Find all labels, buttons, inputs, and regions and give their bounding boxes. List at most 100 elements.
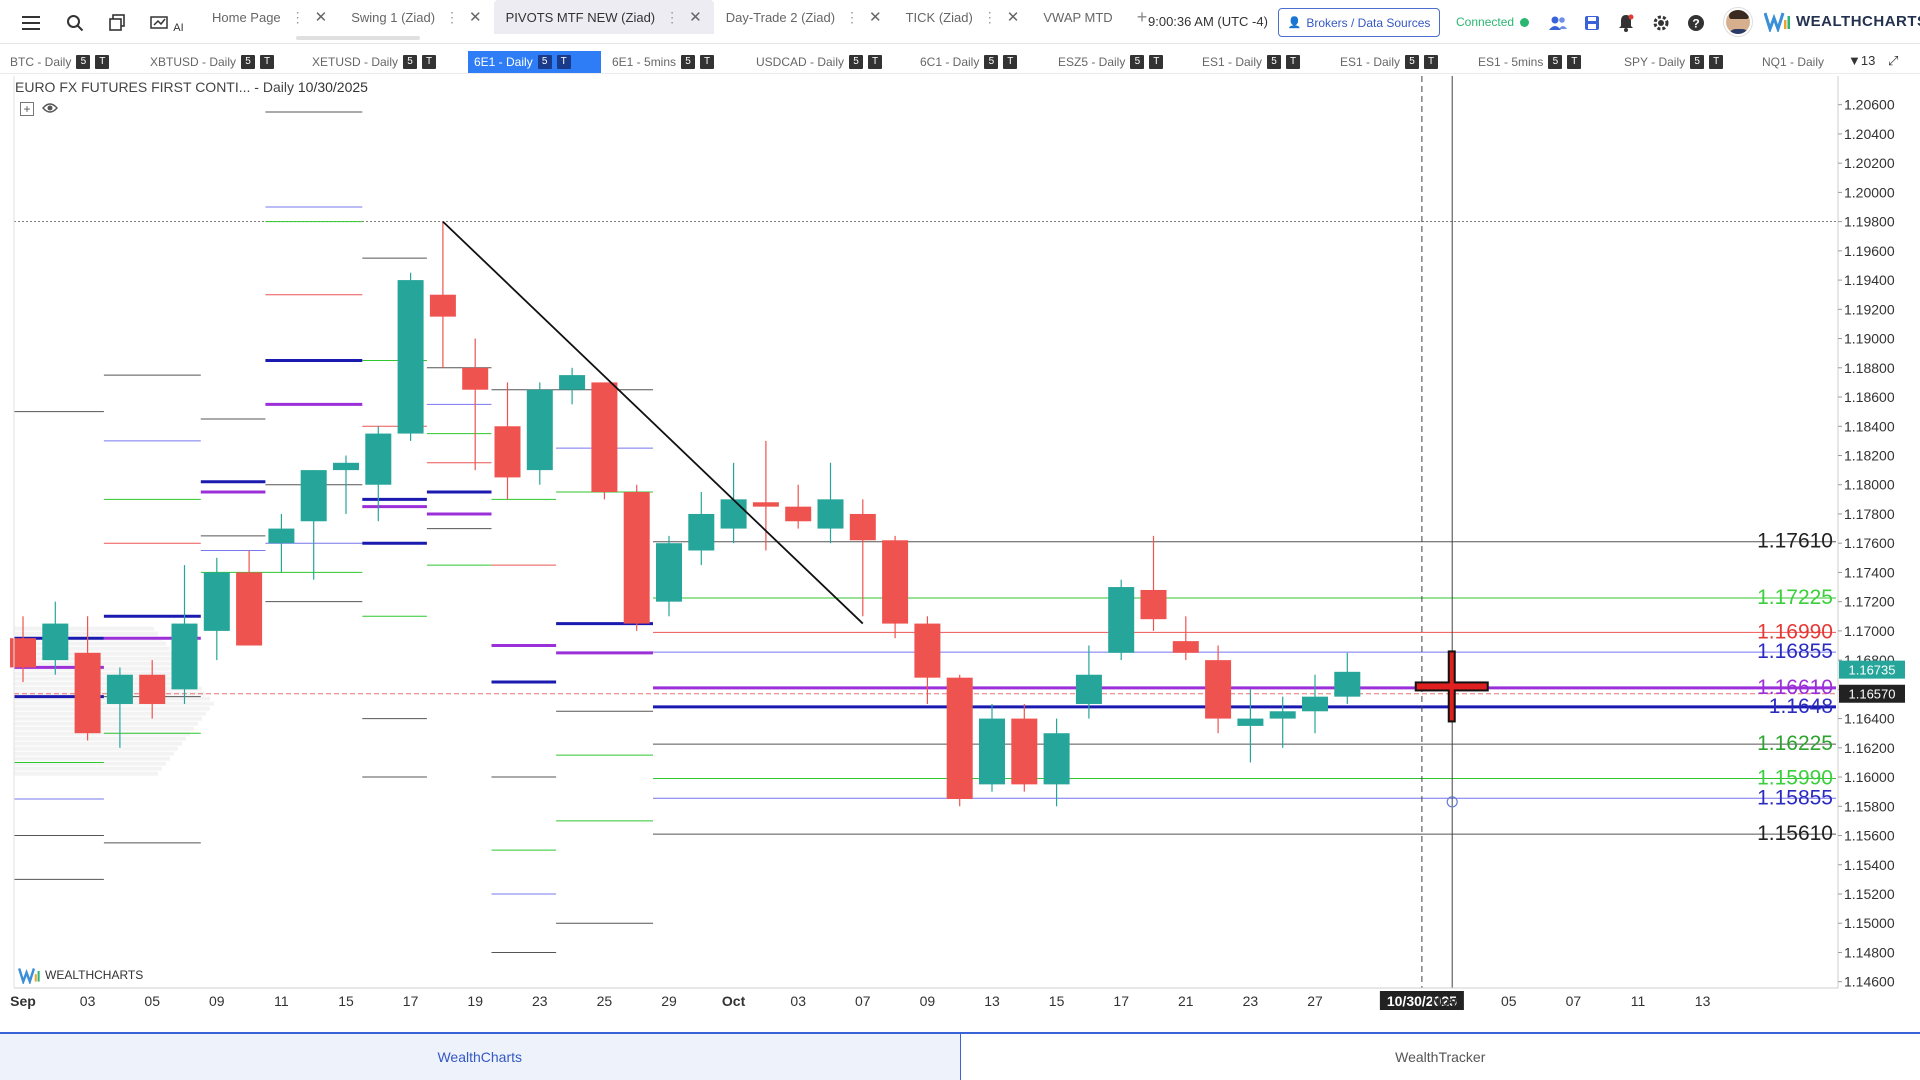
tab-wealthtracker[interactable]: WealthTracker xyxy=(960,1034,1920,1080)
volume-profile-bar xyxy=(14,716,202,721)
symbol-badge: 5 xyxy=(1405,55,1420,69)
candle-body xyxy=(559,375,586,390)
price-tick-label: 1.19400 xyxy=(1844,272,1895,288)
close-icon[interactable]: ✕ xyxy=(469,9,482,26)
layouts-icon[interactable] xyxy=(104,10,130,36)
symbol-tab-es1-daily-2[interactable]: ES1 - Daily 5 T xyxy=(1340,51,1439,73)
close-icon[interactable]: ✕ xyxy=(1006,9,1020,26)
tab-menu-icon[interactable]: ⋮ xyxy=(290,8,305,25)
close-icon[interactable]: ✕ xyxy=(869,9,882,26)
ai-label: AI xyxy=(173,22,184,34)
price-tick-label: 1.18600 xyxy=(1844,389,1895,405)
tab-menu-icon[interactable]: ⋮ xyxy=(665,8,680,25)
tab-tick[interactable]: TICK (Ziad) ⋮ ✕ xyxy=(894,0,1032,34)
search-icon[interactable] xyxy=(62,10,88,36)
symbol-tab-btc-daily[interactable]: BTC - Daily 5 T xyxy=(10,51,110,73)
symbol-tab-es1-daily[interactable]: ES1 - Daily 5 T xyxy=(1202,51,1301,73)
volume-profile-bar xyxy=(14,711,206,716)
price-tick-label: 1.17200 xyxy=(1844,594,1895,610)
symbol-badge: T xyxy=(1286,55,1301,69)
date-tick-label: 15 xyxy=(338,993,354,1009)
candle-body xyxy=(1237,718,1264,726)
tab-home-page[interactable]: Home Page ⋮ ✕ xyxy=(200,0,339,34)
candle-body xyxy=(526,389,553,471)
chart-title: EURO FX FUTURES FIRST CONTI... - Daily 1… xyxy=(15,79,368,95)
tab-day-trade-2[interactable]: Day-Trade 2 (Ziad) ⋮ ✕ xyxy=(714,0,894,34)
price-tick-label: 1.20400 xyxy=(1844,126,1895,142)
symbol-tab-es1-5mins[interactable]: ES1 - 5mins 5 T xyxy=(1478,51,1582,73)
notifications-icon[interactable] xyxy=(1614,11,1638,35)
symbol-tab-xbtusd-daily[interactable]: XBTUSD - Daily 5 T xyxy=(150,51,275,73)
date-tick-label: 27 xyxy=(1307,993,1323,1009)
chart-controls: + xyxy=(20,102,58,117)
chart-area[interactable]: 1.17610 1.17225 1.16990 1.16855 1.16610 1.164… xyxy=(0,76,1920,1010)
date-tick-label: 03 xyxy=(80,993,96,1009)
save-icon[interactable] xyxy=(1580,11,1604,35)
tab-menu-icon[interactable]: ⋮ xyxy=(445,8,460,25)
help-icon[interactable]: ? xyxy=(1684,11,1708,35)
user-avatar[interactable] xyxy=(1724,8,1752,36)
ai-assistant-icon[interactable]: AI xyxy=(150,10,184,36)
wealthcharts-logo: WEALTHCHARTS xyxy=(1764,10,1920,32)
svg-text:?: ? xyxy=(1692,17,1699,31)
users-icon[interactable] xyxy=(1546,11,1570,35)
menu-icon[interactable] xyxy=(18,10,44,36)
connected-label: Connected xyxy=(1456,15,1515,29)
price-tick-label: 1.15200 xyxy=(1844,886,1895,902)
candle-body xyxy=(979,718,1005,785)
candlestick-chart[interactable]: 1.176101.172251.169901.168551.166101.164… xyxy=(0,76,1920,1026)
symbol-badge: T xyxy=(1424,55,1439,69)
date-tick-label: 05 xyxy=(144,993,160,1009)
symbol-tab-xetusd-daily[interactable]: XETUSD - Daily 5 T xyxy=(312,51,437,73)
brokers-data-sources-button[interactable]: 👤 Brokers / Data Sources xyxy=(1278,8,1440,37)
symbol-tab-nq1-daily[interactable]: NQ1 - Daily xyxy=(1762,51,1824,73)
pivot-value-label: 1.16990 xyxy=(1757,620,1833,643)
tab-swing-1[interactable]: Swing 1 (Ziad) ⋮ ✕ xyxy=(339,0,493,34)
tab-menu-icon[interactable]: ⋮ xyxy=(982,8,997,25)
date-tick-label: 07 xyxy=(855,993,871,1009)
pivot-value-label: 1.15855 xyxy=(1757,786,1833,809)
symbol-label: 6E1 - 5mins xyxy=(612,55,677,69)
symbol-tab-usdcad-daily[interactable]: USDCAD - Daily 5 T xyxy=(756,51,883,73)
tab-menu-icon[interactable]: ⋮ xyxy=(845,8,860,25)
symbol-tab-6e1-daily[interactable]: 6E1 - Daily 5 T xyxy=(468,51,601,73)
candle-body xyxy=(365,433,392,485)
volume-profile-bar xyxy=(14,681,198,686)
tab-wealthcharts[interactable]: WealthCharts xyxy=(0,1034,961,1080)
pivot-value-label: 1.16225 xyxy=(1757,732,1833,755)
volume-profile-bar xyxy=(14,706,210,711)
add-tab-icon[interactable]: + xyxy=(1136,6,1148,27)
volume-profile-bar xyxy=(14,731,190,736)
watermark-label: WEALTHCHARTS xyxy=(45,968,144,982)
symbol-tab-esz5-daily[interactable]: ESZ5 - Daily 5 T xyxy=(1058,51,1164,73)
settings-gear-icon[interactable] xyxy=(1649,11,1673,35)
tab-vwap-mtd[interactable]: VWAP MTD xyxy=(1031,0,1124,34)
close-icon[interactable]: ✕ xyxy=(314,9,328,26)
connection-status: Connected xyxy=(1456,15,1530,29)
symbol-tab-6c1-daily[interactable]: 6C1 - Daily 5 T xyxy=(920,51,1018,73)
symbol-badge: 5 xyxy=(241,55,256,69)
tab-label: Day-Trade 2 (Ziad) xyxy=(725,9,836,25)
date-tick-label: 17 xyxy=(403,993,419,1009)
candle-body xyxy=(106,674,133,704)
date-tick-label: Nov xyxy=(1431,993,1458,1009)
tab-pivots-mtf-new[interactable]: PIVOTS MTF NEW (Ziad) ⋮ ✕ xyxy=(493,0,714,34)
symbol-tab-spy-daily[interactable]: SPY - Daily 5 T xyxy=(1624,51,1724,73)
expand-icon[interactable]: ⤢ xyxy=(1888,53,1899,68)
candle-body xyxy=(1011,718,1038,785)
symbol-tab-6e1-5mins[interactable]: 6E1 - 5mins 5 T xyxy=(612,51,715,73)
price-tick-label: 1.19200 xyxy=(1844,301,1895,317)
more-symbols-dropdown[interactable]: ▼13 xyxy=(1848,53,1876,68)
visibility-eye-icon[interactable] xyxy=(42,102,58,117)
candle-body xyxy=(1108,587,1135,653)
pivot-value-label: 1.17610 xyxy=(1757,530,1833,553)
date-tick-label: 11 xyxy=(274,993,289,1009)
date-tick-label: 17 xyxy=(1113,993,1129,1009)
add-indicator-icon[interactable]: + xyxy=(20,102,34,116)
trendline xyxy=(442,220,864,625)
candle-body xyxy=(462,367,489,390)
close-icon[interactable]: ✕ xyxy=(689,9,702,26)
tabs-scrollbar[interactable] xyxy=(296,36,420,40)
date-tick-label: 03 xyxy=(790,993,806,1009)
symbol-badge: 5 xyxy=(1548,55,1563,69)
